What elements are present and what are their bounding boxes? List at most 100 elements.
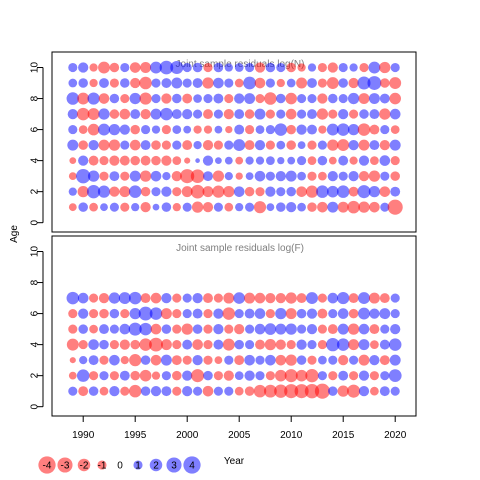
bubble-log-n-2000-age5 [182, 140, 193, 151]
bubble-log-n-2002-age4 [202, 155, 214, 166]
bubble-log-f-1993-age1 [109, 386, 120, 397]
bubble-log-n-2018-age9 [367, 76, 382, 90]
bubble-log-n-1996-age2 [140, 186, 151, 197]
bubble-log-n-2003-age7 [213, 109, 223, 119]
bubble-log-n-2011-age7 [297, 109, 307, 119]
bubble-log-n-2015-age4 [338, 155, 349, 166]
legend: -4 -3 -2 -1 0 1 2 3 4 [38, 456, 201, 474]
bubble-log-n-2013-age3 [318, 171, 327, 181]
bubble-log-n-2012-age5 [307, 140, 317, 150]
bubble-log-n-1998-age3 [162, 172, 171, 181]
bubble-log-n-2002-age2 [202, 186, 214, 198]
bubble-log-f-2014-age4 [326, 337, 340, 352]
bubble-log-n-2017-age9 [357, 76, 371, 90]
bubble-log-n-2018-age6 [369, 124, 380, 135]
bubble-log-n-2012-age2 [305, 185, 319, 198]
bubble-log-f-2010-age1 [284, 384, 299, 399]
bubble-log-f-1998-age3 [160, 354, 172, 366]
bubble-log-f-1992-age2 [99, 371, 109, 381]
bubble-log-n-2018-age7 [369, 109, 380, 120]
bubble-log-n-2010-age6 [286, 124, 296, 135]
bubble-log-f-2000-age4 [182, 339, 193, 350]
bubble-log-n-2008-age2 [265, 186, 276, 197]
bubble-log-n-1994-age2 [119, 186, 131, 198]
bubble-log-f-1992-age7 [98, 292, 110, 304]
bubble-log-n-2017-age3 [358, 171, 370, 182]
bubble-log-n-2003-age10 [213, 62, 224, 73]
bubble-log-f-2000-age5 [181, 323, 193, 335]
bubble-log-n-1994-age4 [119, 155, 130, 166]
bubble-log-f-2003-age5 [213, 323, 224, 335]
bubble-log-f-1997-age5 [150, 323, 162, 335]
bubble-log-f-1993-age6 [109, 308, 120, 319]
bubble-log-n-2007-age4 [255, 156, 265, 165]
bubble-log-n-2007-age10 [254, 62, 266, 73]
bubble-log-n-1991-age2 [86, 185, 101, 199]
bubble-log-n-1993-age6 [108, 123, 121, 136]
bubble-log-f-2010-age5 [285, 323, 297, 335]
bubble-log-n-2019-age10 [379, 61, 391, 74]
y-tick-label-log-n-0: 0 [30, 219, 41, 225]
bubble-log-f-2007-age2 [255, 371, 265, 381]
bubble-log-f-2007-age4 [255, 339, 265, 350]
bubble-log-n-2017-age8 [358, 93, 370, 105]
bubble-log-n-2017-age4 [358, 155, 370, 166]
x-tick-label-2010: 2010 [280, 430, 303, 441]
bubble-log-f-2012-age1 [304, 383, 320, 399]
bubble-log-f-1989-age6 [68, 309, 78, 319]
bubble-log-n-2019-age2 [379, 186, 391, 197]
bubble-log-n-2009-age5 [276, 140, 286, 150]
bubble-log-f-2011-age5 [297, 324, 307, 334]
bubble-log-n-1989-age10 [68, 62, 78, 73]
bubble-log-n-2014-age6 [326, 123, 339, 136]
bubble-log-f-1989-age7 [66, 291, 80, 305]
bubble-log-n-1990-age4 [78, 155, 89, 166]
bubble-log-f-1989-age3 [69, 357, 76, 364]
bubble-log-f-1995-age2 [130, 370, 140, 381]
bubble-log-n-2004-age10 [224, 63, 233, 72]
bubble-log-n-2010-age4 [287, 156, 296, 165]
bubble-log-n-2000-age9 [182, 78, 192, 88]
legend-label-3: 3 [171, 461, 177, 472]
bubble-log-n-1995-age7 [130, 109, 141, 120]
bubble-log-n-2019-age5 [379, 139, 390, 151]
bubble-log-f-2006-age3 [244, 354, 255, 366]
panel-log-f-bubbles [66, 291, 402, 399]
bubble-log-f-2006-age4 [245, 340, 255, 350]
bubble-log-n-2005-age5 [233, 139, 246, 152]
bubble-log-f-2014-age2 [328, 371, 338, 381]
bubble-log-n-2017-age1 [358, 201, 370, 213]
bubble-log-f-2019-age6 [379, 308, 391, 320]
bubble-log-f-1994-age7 [118, 292, 131, 305]
bubble-log-f-2010-age7 [285, 292, 297, 304]
bubble-log-n-1991-age3 [87, 170, 100, 182]
bubble-log-n-2016-age8 [347, 92, 360, 105]
bubble-log-f-2011-age1 [294, 384, 309, 399]
bubble-log-n-1991-age9 [89, 78, 98, 88]
bubble-log-f-2017-age5 [358, 323, 370, 335]
bubble-log-n-2003-age5 [213, 140, 223, 150]
bubble-log-f-1997-age7 [150, 292, 162, 304]
bubble-log-n-2009-age3 [275, 171, 286, 182]
bubble-log-n-2000-age8 [182, 93, 193, 104]
bubble-log-f-1992-age5 [99, 324, 109, 335]
legend-bubble--4 [38, 456, 56, 474]
bubble-log-n-1993-age3 [109, 171, 120, 182]
bubble-log-n-2014-age3 [327, 171, 338, 182]
bubble-log-n-2020-age6 [390, 125, 400, 134]
y-tick-label-log-n-4: 4 [30, 157, 41, 163]
bubble-log-n-2015-age2 [336, 185, 350, 198]
bubble-log-f-2016-age5 [347, 323, 360, 335]
bubble-log-f-2010-age2 [284, 369, 298, 383]
bubble-log-f-1992-age6 [99, 308, 109, 319]
bubble-log-f-1996-age1 [140, 386, 151, 396]
bubble-log-f-2020-age6 [390, 309, 400, 319]
bubble-log-n-1992-age2 [97, 185, 111, 198]
bubble-log-n-2000-age10 [182, 62, 192, 73]
bubble-log-n-1990-age2 [77, 186, 89, 198]
bubble-log-n-2007-age8 [255, 93, 265, 104]
bubble-log-n-2016-age4 [349, 156, 358, 165]
bubble-log-n-1995-age1 [131, 203, 140, 212]
bubble-log-n-2003-age4 [215, 157, 222, 164]
bubble-log-n-2020-age5 [389, 139, 401, 151]
